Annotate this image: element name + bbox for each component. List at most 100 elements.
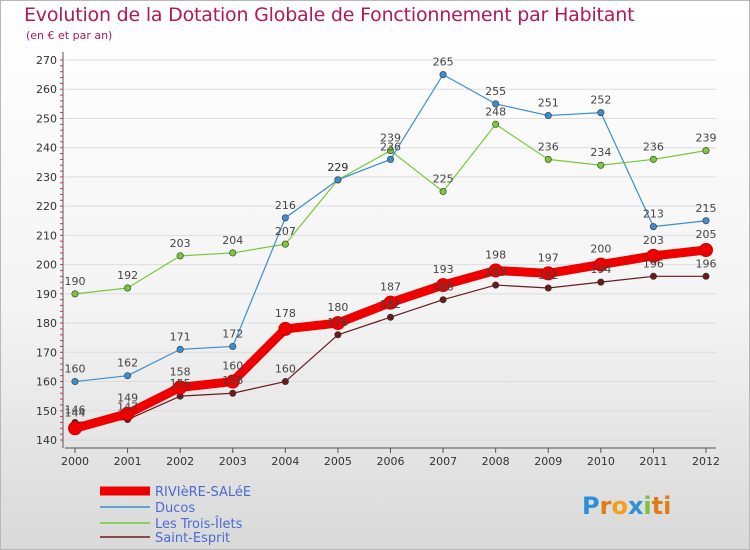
data-point bbox=[71, 378, 79, 386]
data-point bbox=[281, 214, 289, 222]
data-label: 207 bbox=[275, 225, 296, 238]
data-label: 196 bbox=[696, 257, 717, 270]
data-point bbox=[699, 243, 713, 257]
y-tick-label: 210 bbox=[36, 229, 57, 242]
x-tick-label: 2004 bbox=[271, 455, 299, 468]
x-tick-label: 2005 bbox=[324, 455, 352, 468]
data-label: 198 bbox=[485, 248, 506, 261]
data-label: 239 bbox=[696, 132, 717, 145]
data-label: 225 bbox=[433, 173, 454, 186]
data-label: 213 bbox=[643, 208, 664, 221]
data-point bbox=[334, 331, 342, 339]
x-tick-label: 2009 bbox=[534, 455, 562, 468]
data-label: 215 bbox=[696, 202, 717, 215]
data-point bbox=[124, 284, 132, 292]
data-label: 190 bbox=[65, 275, 86, 288]
logo-letter: r bbox=[599, 492, 612, 520]
data-label: 162 bbox=[117, 357, 138, 370]
data-label: 203 bbox=[170, 237, 191, 250]
data-label: 236 bbox=[538, 140, 559, 153]
data-label: 158 bbox=[170, 365, 191, 378]
data-label: 192 bbox=[117, 269, 138, 282]
data-label: 236 bbox=[380, 140, 401, 153]
data-label: 160 bbox=[222, 360, 243, 373]
data-label: 229 bbox=[327, 161, 348, 174]
x-tick-label: 2011 bbox=[639, 455, 667, 468]
data-label: 172 bbox=[222, 327, 243, 340]
data-point bbox=[597, 109, 605, 117]
data-label: 147 bbox=[117, 401, 138, 414]
data-label: 229 bbox=[327, 161, 348, 174]
data-point bbox=[229, 249, 237, 257]
logo-letter: x bbox=[627, 492, 644, 520]
data-label: 234 bbox=[590, 146, 611, 159]
data-point bbox=[229, 342, 237, 350]
data-point bbox=[593, 257, 608, 272]
data-label: 251 bbox=[538, 97, 559, 110]
x-tick-label: 2003 bbox=[219, 455, 247, 468]
data-label: 200 bbox=[590, 243, 611, 256]
y-tick-label: 240 bbox=[36, 142, 57, 155]
data-point bbox=[544, 112, 552, 120]
data-label: 187 bbox=[380, 281, 401, 294]
data-label: 160 bbox=[275, 363, 296, 376]
data-label: 155 bbox=[170, 377, 191, 390]
data-point bbox=[702, 272, 710, 280]
y-tick-label: 160 bbox=[36, 376, 57, 389]
x-tick-label: 2012 bbox=[692, 455, 720, 468]
y-tick-label: 180 bbox=[36, 317, 57, 330]
data-point bbox=[334, 176, 342, 184]
data-point bbox=[702, 217, 710, 225]
data-point bbox=[386, 313, 394, 321]
y-tick-label: 220 bbox=[36, 200, 57, 213]
data-label: 149 bbox=[117, 392, 138, 405]
data-label: 205 bbox=[696, 228, 717, 241]
data-point bbox=[439, 71, 447, 79]
data-point bbox=[646, 248, 661, 263]
x-tick-label: 2002 bbox=[166, 455, 194, 468]
data-point bbox=[439, 188, 447, 196]
y-tick-label: 170 bbox=[36, 346, 57, 359]
legend-label: Ducos bbox=[155, 501, 195, 516]
data-label: 239 bbox=[380, 132, 401, 145]
data-point bbox=[597, 161, 605, 169]
data-point bbox=[281, 378, 289, 386]
x-tick-label: 2008 bbox=[482, 455, 510, 468]
y-tick-label: 200 bbox=[36, 259, 57, 272]
x-tick-label: 2007 bbox=[429, 455, 457, 468]
proxiti-logo: Proxiti bbox=[582, 492, 671, 520]
data-label: 204 bbox=[222, 234, 243, 247]
data-point bbox=[492, 281, 500, 289]
data-label: 156 bbox=[222, 374, 243, 387]
x-tick-label: 2001 bbox=[114, 455, 142, 468]
logo-letter: ti bbox=[651, 492, 672, 520]
data-label: 252 bbox=[590, 94, 611, 107]
data-label: 171 bbox=[170, 330, 191, 343]
data-point bbox=[597, 278, 605, 286]
y-tick-label: 230 bbox=[36, 171, 57, 184]
data-point bbox=[488, 263, 503, 278]
legend-label: RIVIèRE-SALéE bbox=[155, 485, 251, 500]
data-point bbox=[173, 380, 188, 395]
y-tick-label: 260 bbox=[36, 83, 57, 96]
data-point bbox=[225, 374, 240, 389]
data-label: 160 bbox=[65, 363, 86, 376]
data-point bbox=[436, 278, 451, 293]
data-point bbox=[492, 100, 500, 108]
data-point bbox=[492, 120, 500, 128]
data-point bbox=[649, 272, 657, 280]
legend-label: Saint-Esprit bbox=[155, 531, 230, 546]
y-tick-label: 270 bbox=[36, 54, 57, 67]
data-label: 197 bbox=[538, 251, 559, 264]
data-label: 182 bbox=[380, 298, 401, 311]
data-point bbox=[386, 147, 394, 155]
x-tick-label: 2010 bbox=[587, 455, 615, 468]
data-point bbox=[439, 296, 447, 304]
logo-letter: i bbox=[643, 492, 652, 520]
data-label: 180 bbox=[327, 301, 348, 314]
data-label: 203 bbox=[643, 234, 664, 247]
y-tick-label: 140 bbox=[36, 434, 57, 447]
data-label: 178 bbox=[275, 307, 296, 320]
